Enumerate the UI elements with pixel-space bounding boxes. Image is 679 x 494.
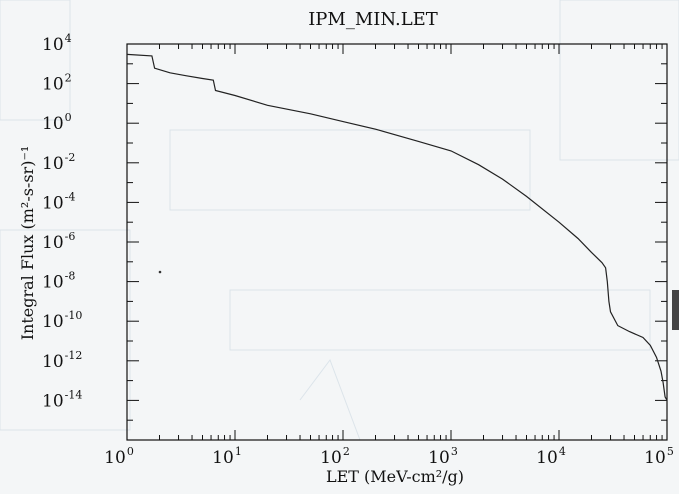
x-tick-label: 102 — [320, 445, 350, 468]
y-tick-label: 104 — [42, 32, 72, 55]
y-tick-label: 10-4 — [42, 190, 75, 213]
x-tick-labels: 100 101 102 103 104 105 — [104, 445, 674, 468]
chart-title: IPM_MIN.LET — [308, 9, 438, 30]
y-tick-label: 10-8 — [42, 270, 75, 293]
y-tick-label: 102 — [42, 72, 72, 95]
y-tick-labels: 104 102 100 10-2 10-4 10-6 10-8 10-10 10-12 10-14 — [42, 32, 82, 411]
x-tick-label: 100 — [104, 445, 134, 468]
y-tick-label: 10-14 — [42, 388, 82, 411]
y-axis-label: Integral Flux (m²-s-sr)⁻¹ — [18, 146, 37, 341]
x-ticks — [126, 44, 663, 440]
x-tick-label: 104 — [536, 445, 566, 468]
y-tick-label: 10-10 — [42, 309, 82, 332]
plot-frame — [126, 43, 668, 441]
y-tick-label: 10-2 — [42, 151, 75, 174]
x-axis-label: LET (MeV-cm²/g) — [326, 467, 464, 486]
x-tick-label: 101 — [212, 445, 242, 468]
right-edge-mark — [672, 290, 679, 330]
y-tick-label: 10-6 — [42, 230, 75, 253]
stray-dot — [158, 270, 162, 274]
x-tick-label: 103 — [428, 445, 458, 468]
y-tick-label: 10-12 — [42, 349, 82, 372]
y-tick-label: 100 — [42, 111, 72, 134]
y-ticks — [127, 43, 667, 441]
x-tick-label: 105 — [644, 445, 674, 468]
series-line — [126, 53, 668, 401]
